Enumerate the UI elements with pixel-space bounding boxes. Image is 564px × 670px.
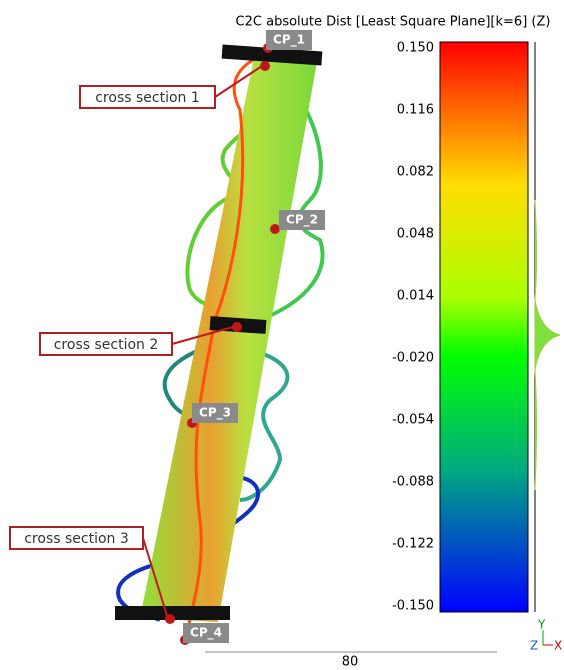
control-point-label: CP_2: [286, 213, 318, 228]
scale-bar-label: 80: [342, 655, 359, 670]
axis-z-label: Z: [530, 639, 538, 653]
cross-section-label: cross section 3: [24, 531, 129, 547]
axis-y-label: Y: [537, 618, 546, 632]
scale-tick-label: 0.116: [397, 103, 434, 118]
scale-tick-label: -0.020: [392, 351, 434, 366]
control-point-label: CP_1: [273, 33, 305, 48]
scale-tick-label: -0.054: [392, 413, 434, 428]
scale-tick-label: -0.150: [392, 599, 434, 614]
cross-section-label: cross section 2: [54, 337, 159, 353]
scale-title: C2C absolute Dist [Least Square Plane][k…: [236, 15, 551, 30]
scale-tick-label: 0.082: [397, 165, 434, 180]
scale-tick-label: 0.048: [397, 227, 434, 242]
control-point-label: CP_4: [190, 626, 222, 641]
color-scale: [440, 42, 528, 612]
scale-tick-label: -0.122: [392, 537, 434, 552]
histogram: [535, 200, 560, 490]
control-point-label: CP_3: [199, 406, 231, 421]
axis-x-label: X: [554, 639, 562, 653]
scale-tick-label: 0.150: [397, 41, 434, 56]
scale-tick-label: 0.014: [397, 289, 434, 304]
scale-tick-label: -0.088: [392, 475, 434, 490]
cross-section-label: cross section 1: [95, 90, 200, 106]
viewer: C2C absolute Dist [Least Square Plane][k…: [0, 0, 564, 670]
